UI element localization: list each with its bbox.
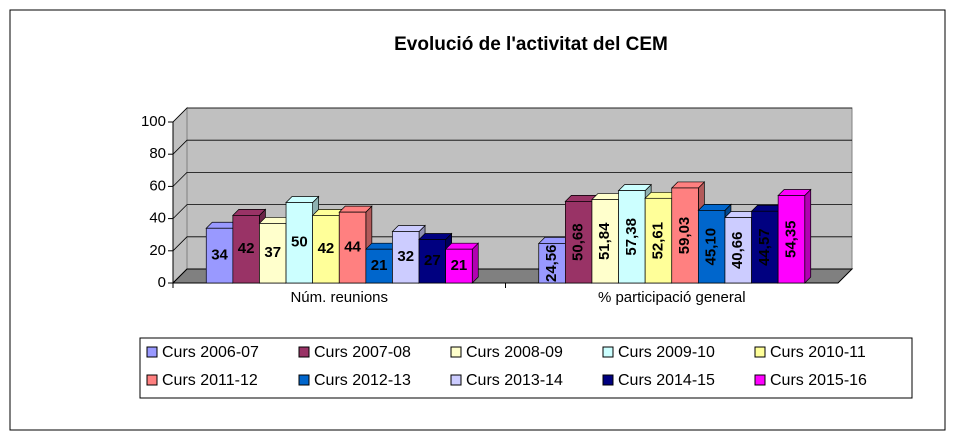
bar xyxy=(724,217,752,284)
y-tick-label: 0 xyxy=(158,274,166,291)
data-label: 44,57 xyxy=(756,228,773,266)
bar-side xyxy=(804,188,812,284)
bar-top xyxy=(232,209,267,216)
bar-top xyxy=(777,189,812,196)
chart-title: Evolució de l'activitat del CEM xyxy=(394,34,668,55)
bar xyxy=(538,243,566,284)
y-tick-label: 40 xyxy=(149,210,166,227)
legend-swatch xyxy=(146,374,158,386)
data-label: 34 xyxy=(211,247,228,264)
legend-swatch xyxy=(602,346,614,358)
legend-swatch xyxy=(754,346,766,358)
bar-top xyxy=(418,233,453,240)
bar xyxy=(644,197,673,284)
data-label: 37 xyxy=(264,244,281,261)
legend-label: Curs 2013-14 xyxy=(466,372,563,389)
bar-side xyxy=(471,242,479,284)
legend-swatch xyxy=(146,346,158,358)
grid-line xyxy=(172,139,852,155)
y-tick-label: 20 xyxy=(149,242,166,259)
data-label: 32 xyxy=(397,248,414,265)
legend-swatch xyxy=(602,374,614,386)
bar xyxy=(232,215,260,284)
bar-top xyxy=(444,242,480,250)
bar-top xyxy=(391,225,426,232)
data-label: 21 xyxy=(371,257,388,274)
legend-label: Curs 2014-15 xyxy=(618,372,715,389)
data-label: 50 xyxy=(291,234,308,251)
data-label: 27 xyxy=(424,252,441,269)
legend-label: Curs 2015-16 xyxy=(770,372,867,389)
bar xyxy=(671,187,699,284)
bar xyxy=(338,211,367,284)
legend-box xyxy=(139,337,913,399)
grid-line xyxy=(172,107,852,123)
bar-top xyxy=(285,196,320,203)
bar xyxy=(445,248,473,284)
legend-label: Curs 2011-12 xyxy=(162,372,258,389)
data-label: 40,66 xyxy=(729,231,746,269)
data-label: 42 xyxy=(318,240,335,257)
bar xyxy=(564,201,593,284)
bar xyxy=(259,223,287,284)
x-tick-label: % participació general xyxy=(598,289,746,306)
data-label: 54,35 xyxy=(782,220,799,258)
data-label: 57,38 xyxy=(623,218,640,256)
bar-top xyxy=(670,181,706,189)
legend-label: Curs 2008-09 xyxy=(466,344,563,361)
grid-line xyxy=(172,171,852,187)
bar-top xyxy=(697,204,732,211)
bar xyxy=(392,231,420,284)
data-label: 45,10 xyxy=(703,228,720,266)
data-label: 50,68 xyxy=(570,223,587,261)
data-label: 52,61 xyxy=(649,222,666,260)
bar xyxy=(418,239,446,284)
legend-swatch xyxy=(450,346,462,358)
side-wall xyxy=(172,106,188,285)
data-label: 59,03 xyxy=(676,217,693,255)
legend-swatch xyxy=(450,374,462,386)
bar-top xyxy=(338,205,373,213)
data-label: 44 xyxy=(344,239,361,256)
legend-label: Curs 2007-08 xyxy=(314,344,411,361)
data-label: 42 xyxy=(238,240,255,257)
legend-swatch xyxy=(298,374,310,386)
bar-top xyxy=(617,184,652,191)
bar xyxy=(365,248,393,284)
bar xyxy=(591,199,619,284)
x-tick-label: Núm. reunions xyxy=(290,289,388,306)
legend-swatch xyxy=(754,374,766,386)
bar xyxy=(312,215,340,284)
legend-swatch xyxy=(298,346,310,358)
bar xyxy=(777,195,806,284)
y-tick-label: 100 xyxy=(141,113,166,130)
legend-label: Curs 2010-11 xyxy=(770,344,866,361)
bar xyxy=(751,210,779,284)
legend-label: Curs 2006-07 xyxy=(162,344,259,361)
legend-label: Curs 2012-13 xyxy=(314,372,411,389)
data-label: 21 xyxy=(451,257,468,274)
legend-label: Curs 2009-10 xyxy=(618,344,715,361)
data-label: 51,84 xyxy=(596,222,613,260)
y-tick-label: 60 xyxy=(149,177,166,194)
data-label: 24,56 xyxy=(543,244,560,282)
y-tick-label: 80 xyxy=(149,145,166,162)
